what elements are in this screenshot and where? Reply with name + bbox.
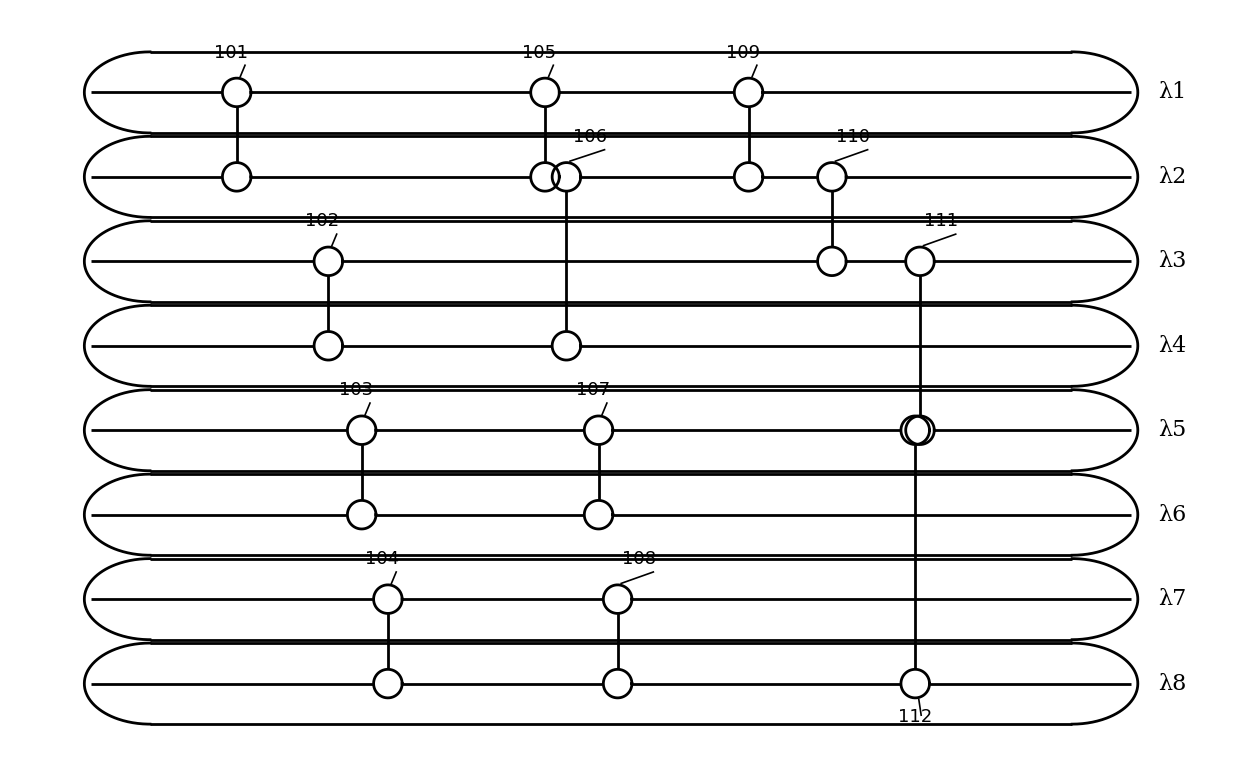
Polygon shape <box>84 305 1138 386</box>
Text: 111: 111 <box>924 213 959 230</box>
Polygon shape <box>222 163 250 191</box>
Polygon shape <box>314 247 342 275</box>
Polygon shape <box>314 331 342 360</box>
Polygon shape <box>905 416 934 444</box>
Polygon shape <box>552 163 580 191</box>
Polygon shape <box>347 416 376 444</box>
Polygon shape <box>584 416 613 444</box>
Polygon shape <box>84 558 1138 640</box>
Polygon shape <box>347 500 376 529</box>
Polygon shape <box>84 474 1138 555</box>
Text: 103: 103 <box>339 382 373 399</box>
Text: λ2: λ2 <box>1158 166 1187 188</box>
Polygon shape <box>734 78 763 106</box>
Polygon shape <box>901 669 930 698</box>
Text: λ7: λ7 <box>1158 588 1187 610</box>
Text: 109: 109 <box>725 44 760 61</box>
Polygon shape <box>817 247 846 275</box>
Text: 108: 108 <box>622 550 656 568</box>
Polygon shape <box>734 163 763 191</box>
Polygon shape <box>84 643 1138 724</box>
Polygon shape <box>552 331 580 360</box>
Polygon shape <box>901 416 930 444</box>
Text: λ1: λ1 <box>1158 81 1187 103</box>
Text: λ6: λ6 <box>1158 503 1187 526</box>
Text: 112: 112 <box>898 708 932 726</box>
Text: 110: 110 <box>836 128 870 146</box>
Text: 107: 107 <box>575 382 610 399</box>
Text: λ3: λ3 <box>1158 250 1187 272</box>
Text: 106: 106 <box>573 128 608 146</box>
Polygon shape <box>373 669 402 698</box>
Polygon shape <box>905 247 934 275</box>
Polygon shape <box>84 52 1138 133</box>
Polygon shape <box>604 669 632 698</box>
Text: 102: 102 <box>305 213 340 230</box>
Text: λ5: λ5 <box>1158 419 1187 441</box>
Polygon shape <box>817 163 846 191</box>
Text: 101: 101 <box>213 44 248 61</box>
Text: λ8: λ8 <box>1158 672 1187 695</box>
Text: 105: 105 <box>522 44 556 61</box>
Polygon shape <box>531 78 559 106</box>
Polygon shape <box>222 78 250 106</box>
Text: λ4: λ4 <box>1158 335 1187 356</box>
Polygon shape <box>584 500 613 529</box>
Polygon shape <box>531 163 559 191</box>
Polygon shape <box>84 221 1138 302</box>
Text: 104: 104 <box>365 550 399 568</box>
Polygon shape <box>84 136 1138 217</box>
Polygon shape <box>84 389 1138 470</box>
Polygon shape <box>373 585 402 614</box>
Polygon shape <box>604 585 632 614</box>
